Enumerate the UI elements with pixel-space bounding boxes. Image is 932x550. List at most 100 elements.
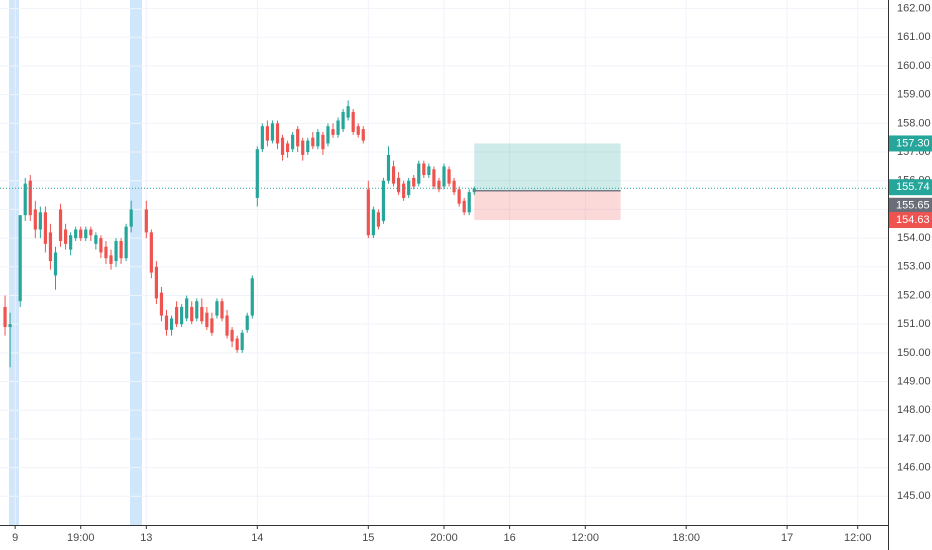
plot [0,100,888,368]
candle-body [119,240,123,259]
candle-body [376,212,381,227]
candle-body [240,332,244,350]
x-tick-label: 13 [140,532,152,544]
candle-body [220,301,224,319]
y-tick-label: 158.00 [897,117,931,129]
candle-body [467,192,471,213]
candle-body [316,131,320,147]
y-tick-label: 145.00 [897,490,931,502]
candle-body [356,126,360,135]
candle-body [442,166,446,187]
candle-body [296,129,300,147]
candle-body [245,315,249,330]
y-tick-label: 146.00 [897,462,931,474]
x-tick-label: 12:00 [572,532,600,544]
candle-body [265,126,270,141]
y-tick-label: 149.00 [897,375,931,387]
candle-body [437,180,441,190]
candle-body [79,229,83,239]
candle-body [215,301,219,316]
candle-body [200,306,204,322]
candle-body [366,189,370,236]
price-tag-label: 157.30 [896,137,930,149]
x-tick-label: 12:00 [844,532,872,544]
y-tick-label: 154.00 [897,232,931,244]
x-tick-label: 14 [251,532,263,544]
candle-body [18,215,22,302]
y-tick-label: 162.00 [897,3,931,15]
axes: 145.00 146.00 147.00 148.00 149.00 150.00 151.… [12,3,932,544]
candle-body [164,315,169,330]
y-tick-label: 152.00 [897,289,931,301]
candle-body [225,315,229,336]
candle-body [250,278,254,316]
candle-body [422,163,426,175]
candle-body [89,229,93,236]
candle-body [149,232,153,273]
candle-body [48,232,53,262]
candle-body [391,166,396,184]
candle-body [23,183,27,216]
price-tag-label: 155.74 [896,181,930,193]
candle-body [169,318,174,330]
candle-body [275,123,280,144]
y-tick-label: 151.00 [897,318,931,330]
candle-body [452,180,456,193]
x-tick-label: 20:00 [430,532,458,544]
candle-body [104,246,108,259]
price-tag-label: 154.63 [896,214,930,226]
candle-body [185,298,189,319]
y-tick-label: 150.00 [897,347,931,359]
x-tick-label: 16 [503,532,515,544]
candle-body [114,240,118,262]
y-tick-label: 153.00 [897,261,931,273]
candle-body [144,209,148,233]
price-tag [889,212,932,229]
candle-body [381,180,386,221]
candle-body [331,129,335,135]
candle-body [260,126,264,150]
y-tick-label: 161.00 [897,31,931,43]
candle-body [174,306,179,325]
y-tick-label: 147.00 [897,433,931,445]
candle-body [58,209,63,241]
candle-body [301,140,305,155]
target-zone [474,143,621,191]
candle-body [53,252,58,276]
candle-body [99,238,103,253]
price-tag-label: 155.65 [896,200,930,212]
candle-body [462,200,466,213]
candle-body [336,120,340,135]
candle-body [3,306,7,328]
price-tag [889,197,932,214]
session-highlight [9,0,19,525]
candle-body [457,189,461,204]
candle-body [361,129,365,141]
price-tag [889,135,932,152]
candle-body [33,209,37,230]
candle-body [210,318,214,333]
candle-body [326,126,330,144]
candle-body [8,324,12,328]
candle-body [417,163,421,184]
candle-body [412,177,416,187]
candle-body [69,235,73,250]
candle-body [205,312,209,328]
candle-body [43,212,48,244]
candle-body [38,212,42,230]
y-tick-label: 159.00 [897,89,931,101]
candle-body [386,154,391,181]
candle-body [311,137,315,147]
candle-body [447,169,451,184]
candle-body [402,183,406,198]
price-tag [889,179,932,196]
candle-body [190,306,194,322]
candle-body [432,169,436,187]
candle-body [306,140,310,153]
candle-body [159,292,164,316]
grid [0,0,888,525]
candle-body [235,338,239,350]
candle-body [396,177,401,193]
candle-body [270,123,275,141]
